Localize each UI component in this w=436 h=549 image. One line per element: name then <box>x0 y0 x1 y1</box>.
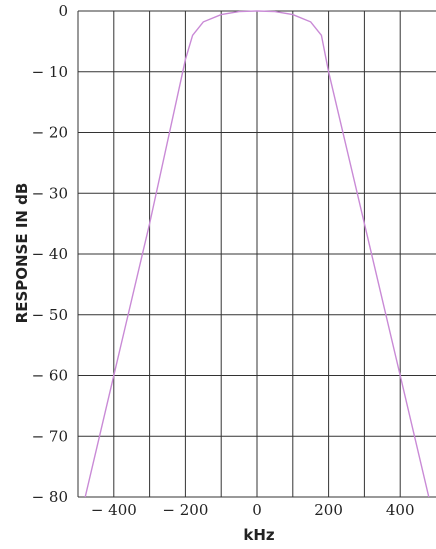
x-tick-label: 400 <box>386 501 415 519</box>
y-tick-label: − 30 <box>32 184 68 202</box>
x-tick-label: 200 <box>314 501 343 519</box>
grid <box>77 10 436 498</box>
y-tick-label: − 70 <box>32 427 68 445</box>
y-tick-label: − 50 <box>32 306 68 324</box>
x-axis-title: kHz <box>243 526 275 544</box>
y-tick-label: − 20 <box>32 124 68 142</box>
response-curve <box>84 10 430 498</box>
y-tick-label: − 40 <box>32 245 68 263</box>
y-tick-labels: 0 − 10 − 20 − 30 − 40 − 50 − 60 − 70 − 80 <box>32 2 68 506</box>
x-tick-label: 0 <box>252 501 262 519</box>
y-tick-label: − 10 <box>32 63 68 81</box>
x-tick-label: − 400 <box>91 501 137 519</box>
y-tick-label: − 60 <box>32 367 68 385</box>
x-tick-labels: − 400 − 200 0 200 400 <box>91 501 415 519</box>
series-layer <box>84 10 430 498</box>
y-tick-label: 0 <box>58 2 68 20</box>
x-tick-label: − 200 <box>162 501 208 519</box>
y-axis-title: RESPONSE IN dB <box>13 183 31 324</box>
y-tick-label: − 80 <box>32 488 68 506</box>
